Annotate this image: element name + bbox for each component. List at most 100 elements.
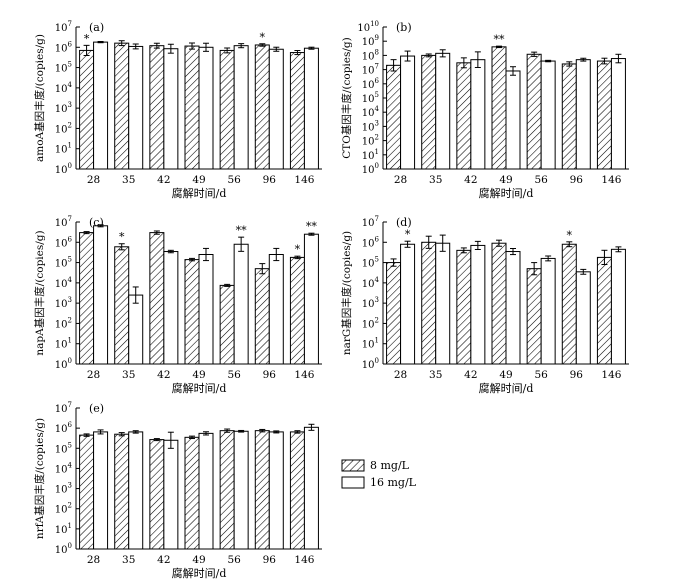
chart-panel-e: 100 101 102 103 104 105 106 107 (e) nrfA基因丰度/(cop… — [33, 401, 322, 580]
x-tick-label: 49 — [192, 174, 205, 186]
bar-16mgL-96 — [268, 253, 284, 365]
bar-8mgL-146 — [289, 52, 305, 170]
panel-label: (a) — [89, 21, 104, 34]
panel-label: (b) — [396, 21, 412, 34]
bar-8mgL-35 — [421, 54, 437, 170]
x-tick-label: 146 — [294, 174, 314, 186]
bar-8mgL-35 — [114, 42, 130, 170]
significance-mark: ** — [306, 220, 318, 233]
chart-panel-a: 100 101 102 103 104 105 106 107 (a) amoA基因丰度/(cop… — [33, 20, 322, 200]
y-tick-label: 101 — [362, 337, 379, 351]
bar-16mgL-28 — [400, 243, 416, 365]
chart-panel-d: 100 101 102 103 104 105 106 107 (d) narG基因丰度/(cop… — [340, 215, 629, 395]
bar-8mgL-96 — [254, 430, 270, 550]
bar-16mgL-28 — [93, 431, 109, 550]
x-tick-label: 146 — [601, 369, 621, 381]
y-tick-label: 105 — [55, 441, 72, 455]
y-tick-label: 102 — [362, 134, 379, 148]
y-axis-title: CTO基因丰度/(copies/g) — [340, 37, 353, 159]
x-tick-label: 49 — [499, 369, 512, 381]
panel-label: (e) — [89, 402, 104, 415]
x-tick-label: 28 — [394, 174, 407, 186]
bar-8mgL-56 — [219, 284, 235, 365]
bar-8mgL-49 — [184, 45, 200, 170]
y-tick-label: 102 — [55, 316, 72, 330]
bar-16mgL-49 — [505, 251, 521, 365]
y-tick-label: 107 — [55, 215, 72, 229]
significance-mark: ** — [494, 33, 506, 46]
y-tick-label: 105 — [55, 61, 72, 75]
y-axis-title: napA基因丰度/(copies/g) — [33, 230, 46, 355]
x-tick-label: 96 — [570, 369, 584, 381]
bar-8mgL-42 — [149, 45, 165, 170]
significance-mark: * — [119, 231, 125, 244]
y-tick-label: 1010 — [357, 20, 379, 34]
legend-swatch-16mgL — [341, 476, 365, 489]
significance-mark: ** — [236, 224, 248, 237]
bar-16mgL-146 — [303, 426, 319, 550]
x-tick-label: 96 — [263, 554, 277, 566]
x-tick-label: 28 — [87, 554, 100, 566]
bar-8mgL-96 — [254, 268, 270, 365]
legend: 8 mg/L 16 mg/L — [341, 459, 417, 489]
bar-8mgL-56 — [219, 49, 235, 170]
y-tick-label: 104 — [55, 276, 73, 290]
bar-16mgL-35 — [128, 294, 144, 365]
y-tick-label: 103 — [362, 119, 379, 133]
bar-8mgL-35 — [114, 246, 130, 365]
x-axis-title: 腐解时间/d — [479, 186, 534, 200]
bar-8mgL-35 — [421, 241, 437, 365]
y-tick-label: 104 — [362, 276, 380, 290]
bar-16mgL-49 — [198, 253, 214, 365]
y-tick-label: 103 — [55, 296, 72, 310]
bar-8mgL-42 — [149, 439, 165, 550]
x-tick-label: 56 — [534, 369, 548, 381]
y-axis-title: amoA基因丰度/(copies/g) — [33, 34, 46, 162]
bar-8mgL-146 — [596, 60, 612, 170]
x-tick-label: 56 — [227, 174, 241, 186]
x-tick-label: 96 — [263, 369, 277, 381]
bar-8mgL-28 — [79, 49, 95, 170]
bar-8mgL-146 — [289, 431, 305, 550]
x-tick-label: 35 — [429, 369, 442, 381]
bar-8mgL-49 — [491, 242, 507, 365]
significance-mark: * — [295, 243, 301, 256]
bar-16mgL-96 — [268, 431, 284, 550]
y-tick-label: 100 — [362, 357, 379, 371]
y-tick-label: 106 — [362, 235, 380, 249]
y-tick-label: 105 — [55, 256, 72, 270]
bar-16mgL-42 — [470, 59, 486, 170]
bar-16mgL-28 — [400, 55, 416, 170]
x-tick-label: 42 — [157, 369, 170, 381]
bar-16mgL-56 — [540, 60, 556, 170]
y-tick-label: 106 — [55, 235, 73, 249]
bar-8mgL-28 — [79, 232, 95, 365]
y-tick-label: 103 — [55, 482, 72, 496]
y-tick-label: 101 — [362, 148, 379, 162]
legend-swatch-8mgL — [341, 459, 365, 472]
x-tick-label: 42 — [157, 554, 170, 566]
y-tick-label: 103 — [55, 101, 72, 115]
y-tick-label: 100 — [55, 357, 72, 371]
bar-16mgL-146 — [610, 58, 626, 170]
legend-label-8mgL: 8 mg/L — [370, 459, 410, 472]
x-tick-label: 42 — [157, 174, 170, 186]
bar-16mgL-146 — [610, 248, 626, 365]
x-tick-label: 42 — [464, 369, 477, 381]
bar-16mgL-56 — [540, 257, 556, 365]
x-tick-label: 56 — [534, 174, 548, 186]
bar-16mgL-42 — [163, 251, 179, 365]
bar-16mgL-49 — [505, 70, 521, 170]
bar-16mgL-49 — [198, 432, 214, 550]
bar-16mgL-146 — [303, 233, 319, 365]
bar-16mgL-96 — [268, 48, 284, 170]
bar-8mgL-28 — [386, 262, 402, 365]
x-axis-title: 腐解时间/d — [172, 566, 227, 580]
bar-8mgL-96 — [254, 44, 270, 170]
bar-8mgL-49 — [184, 436, 200, 550]
bar-16mgL-56 — [233, 243, 249, 365]
x-tick-label: 146 — [294, 554, 314, 566]
